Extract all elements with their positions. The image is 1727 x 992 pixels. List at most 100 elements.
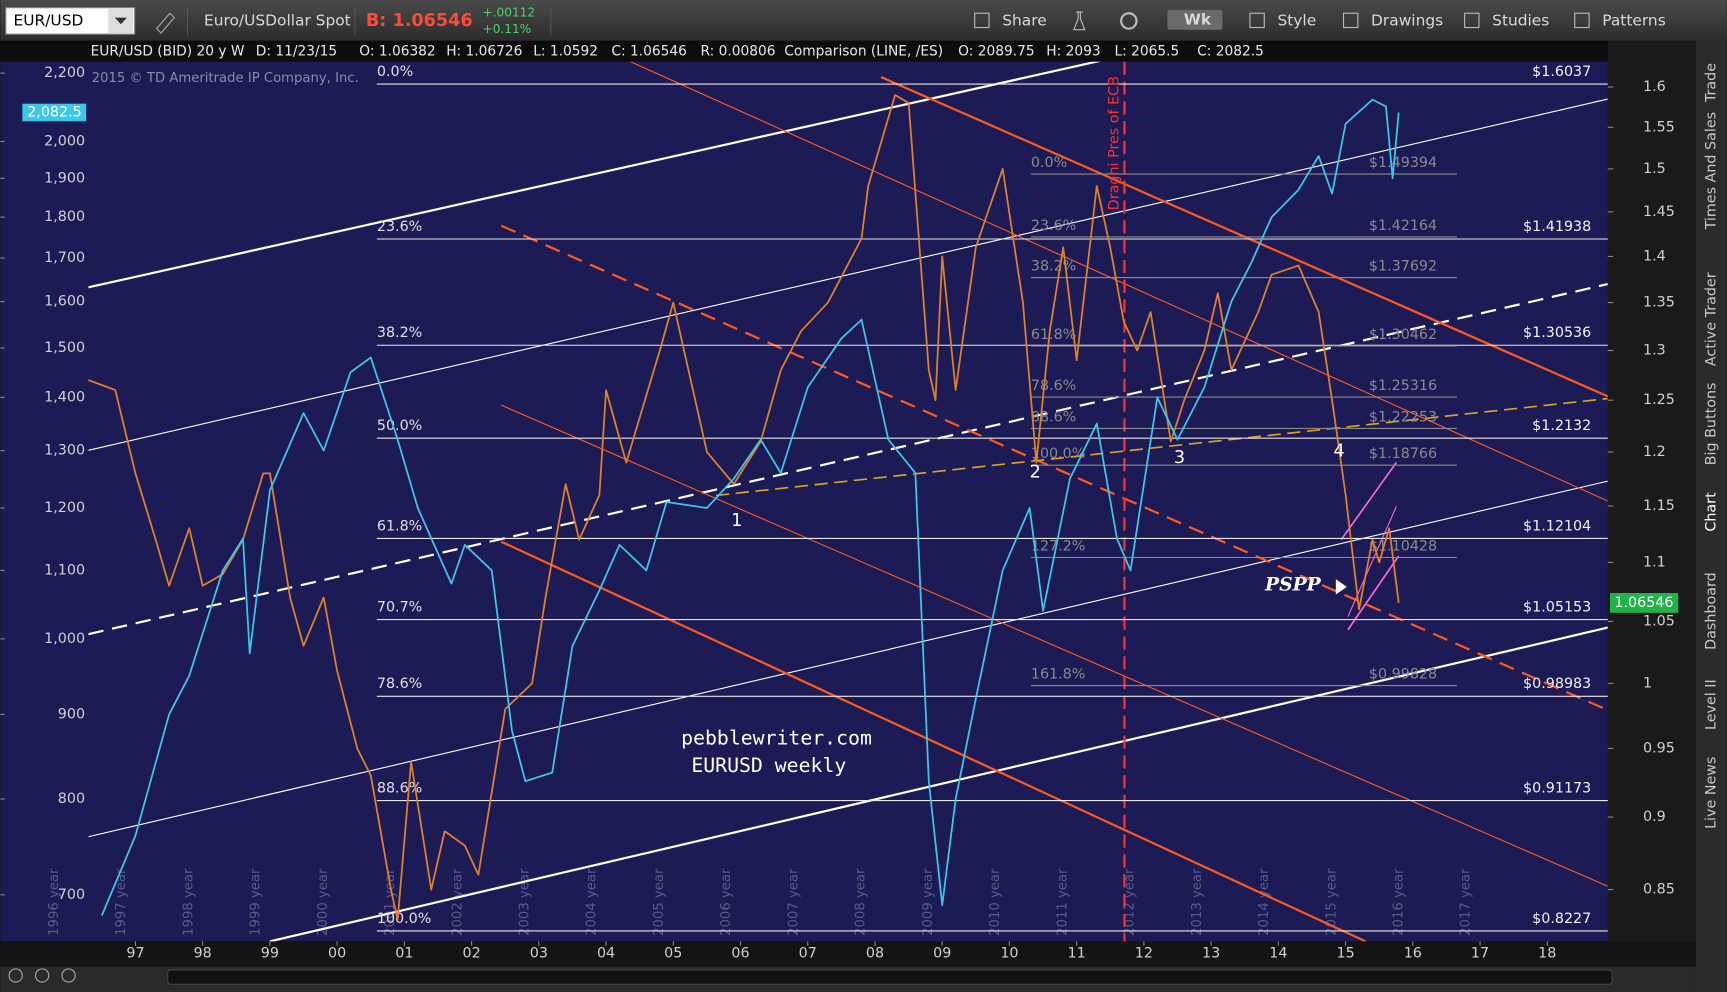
fib-price-2: $0.99828 [1369, 667, 1437, 683]
year-marker: 2011 year [1055, 868, 1070, 936]
y-tick-label: 1,300 [44, 443, 85, 459]
header-item: O: 1.06382 [359, 44, 435, 60]
fib-pct: 78.6% [377, 676, 422, 692]
zoom-fit[interactable] [61, 968, 76, 983]
timeframe-box[interactable] [1167, 9, 1223, 30]
y-tick-label: 1,800 [44, 209, 85, 225]
fib-pct-2: 161.8% [1031, 667, 1086, 683]
flask-icon[interactable] [1072, 11, 1086, 31]
y-tick-label: 1,500 [44, 340, 85, 356]
header-item: H: 2093 [1046, 44, 1100, 60]
button-icon[interactable] [1574, 12, 1590, 29]
toolbar-button: Style [1277, 11, 1316, 29]
y2-tick-label: 0.95 [1643, 740, 1675, 756]
x-tick-label: 13 [1202, 945, 1220, 961]
button-icon[interactable] [1249, 12, 1265, 29]
year-marker: 2006 year [719, 868, 734, 936]
side-tab[interactable]: Trade [1703, 63, 1719, 103]
year-marker: 2005 year [652, 868, 667, 936]
fib-price: $1.41938 [1523, 219, 1591, 235]
link-icon[interactable] [155, 12, 176, 34]
trend-line [269, 626, 1608, 942]
header-item: L: 2065.5 [1115, 44, 1180, 60]
toolbar [0, 0, 1727, 41]
side-tab[interactable]: Chart [1703, 492, 1719, 532]
fib-price: $1.30536 [1523, 325, 1591, 341]
x-tick-label: 98 [194, 945, 212, 961]
fib-price: $0.98983 [1523, 676, 1591, 692]
year-marker: 2008 year [854, 868, 869, 936]
y-tick-label: 900 [58, 706, 85, 722]
x-tick-label: 03 [530, 945, 548, 961]
x-tick-label: 11 [1068, 945, 1086, 961]
dropdown-arrow [114, 17, 127, 25]
trend-line [88, 61, 1102, 289]
year-marker: 2009 year [921, 868, 936, 936]
header-item: L: 1.0592 [533, 44, 598, 60]
y2-tick-label: 1.3 [1643, 342, 1666, 358]
x-tick-label: 12 [1135, 945, 1153, 961]
y2-tick-label: 1.15 [1643, 498, 1675, 514]
description: Euro/USDollar Spot [204, 11, 351, 29]
y2-tick-label: 1.4 [1643, 248, 1666, 264]
year-marker: 2007 year [786, 868, 801, 936]
y2-tick-label: 1.6 [1643, 79, 1666, 95]
x-tick-label: 00 [328, 945, 346, 961]
y-tick-label: 2,000 [44, 133, 85, 149]
button-icon[interactable] [1342, 12, 1359, 29]
y2-tick-label: 1.5 [1643, 161, 1666, 177]
current-tag: 2,082.5 [27, 104, 82, 120]
y-tick-label: 1,900 [44, 170, 85, 186]
plot-area [0, 40, 1608, 942]
y-tick-label: 1,400 [44, 389, 85, 405]
side-tab[interactable]: Live News [1703, 757, 1719, 829]
fib-pct: 38.2% [377, 325, 422, 341]
zoom-in[interactable] [34, 968, 50, 983]
annotation: 4 [1334, 441, 1345, 461]
channel-line [1347, 506, 1397, 617]
toolbar-button: Studies [1492, 11, 1549, 29]
fib-price-2: $1.18766 [1369, 446, 1437, 462]
button-icon[interactable] [1464, 12, 1480, 29]
year-markers: 1996 year 1997 year 1998 year 1999 year 2000… [47, 868, 1474, 936]
side-tab[interactable]: Times And Sales [1703, 112, 1719, 230]
fib-pct-2: 0.0% [1031, 155, 1067, 171]
fib-pct-2: 38.2% [1031, 259, 1076, 275]
settings-icon[interactable] [1120, 12, 1138, 30]
x-tick-label: 16 [1404, 945, 1422, 961]
price-line [101, 98, 1400, 916]
year-marker: 1998 year [181, 868, 196, 936]
x-axis-area [0, 941, 1696, 967]
toolbar-button: Patterns [1602, 11, 1665, 29]
side-tab[interactable]: Level II [1703, 679, 1719, 730]
zoom-out[interactable] [8, 968, 23, 983]
y2-tick-label: 1.25 [1643, 392, 1675, 408]
fib-price-2: $1.25316 [1369, 378, 1437, 394]
x-tick-label: 08 [866, 945, 884, 961]
side-tab[interactable]: Active Trader [1703, 272, 1719, 366]
year-marker: 2003 year [518, 868, 533, 936]
fib-price: $1.12104 [1523, 518, 1591, 534]
drawings [88, 61, 1608, 942]
x-tick-label: 09 [933, 945, 951, 961]
annotation: 3 [1174, 448, 1185, 468]
y2-tick-label: 1.45 [1643, 204, 1675, 220]
side-tab[interactable]: Dashboard [1703, 572, 1719, 650]
x-tick-label: 02 [463, 945, 481, 961]
y-tick-label: 1,000 [44, 631, 85, 647]
change-pct: +0.11% [483, 22, 532, 36]
button-icon[interactable] [974, 12, 990, 29]
side-tab[interactable]: Big Buttons [1703, 383, 1719, 466]
header-item: R: 0.00806 [701, 44, 776, 60]
fib-pct: 70.7% [377, 599, 422, 615]
current-tag-bg [22, 103, 87, 122]
header-item: C: 1.06546 [611, 44, 686, 60]
chart-header: EUR/USD (BID) 20 y W D: 11/23/15 O: 1.0638… [91, 44, 1264, 60]
year-marker: 1997 year [114, 868, 129, 936]
header-item: D: 11/23/15 [256, 44, 337, 60]
scrollbar[interactable] [167, 969, 1613, 985]
fib-price: $0.91173 [1523, 780, 1591, 796]
x-tick-label: 05 [664, 945, 682, 961]
bid-price: B: 1.06546 [366, 11, 473, 31]
y2-tick-label: 1.35 [1643, 295, 1675, 311]
